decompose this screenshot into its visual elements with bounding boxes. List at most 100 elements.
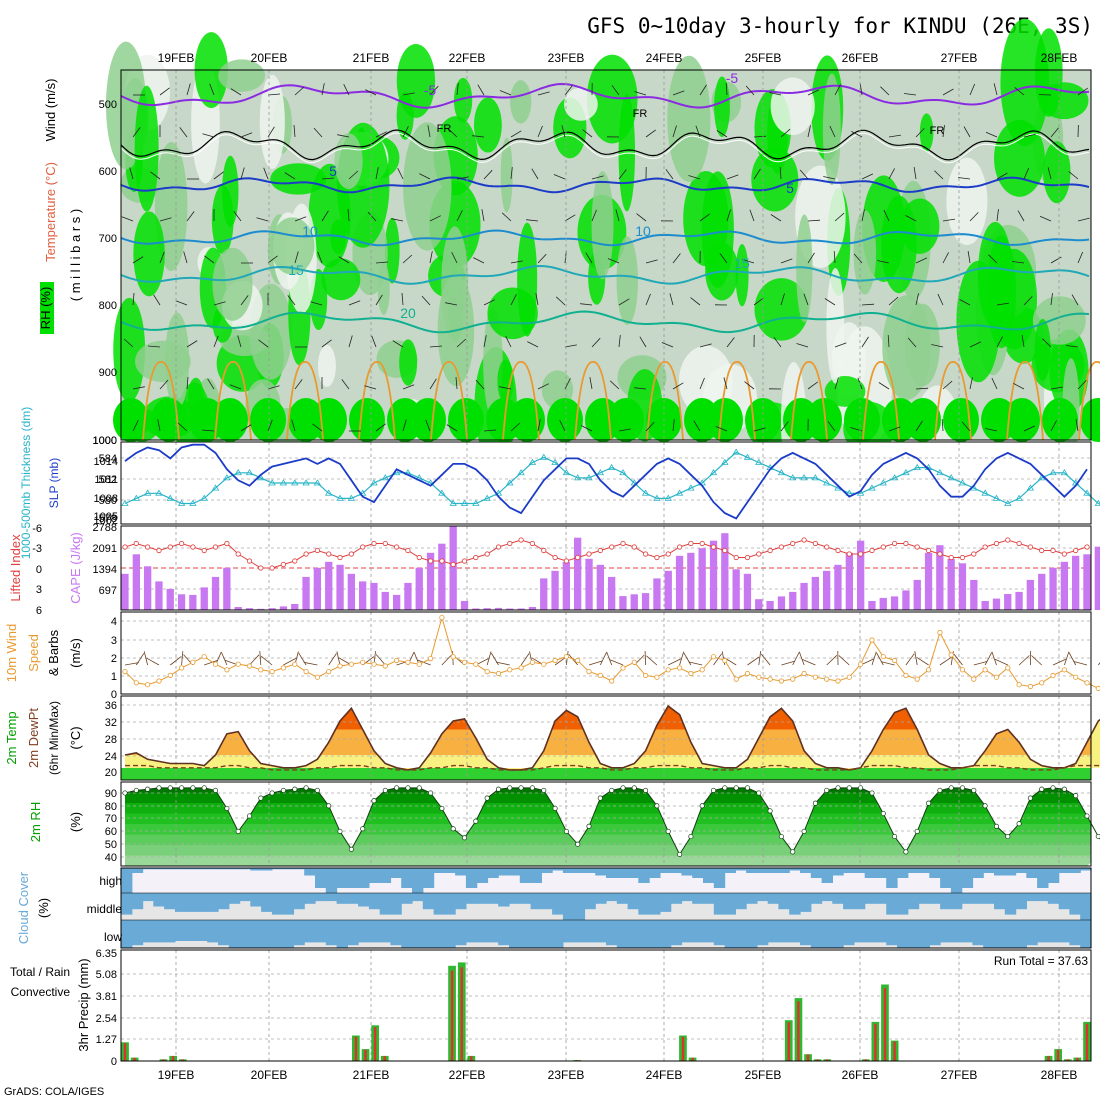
wind-speed-point <box>235 661 241 667</box>
thickness-point <box>302 479 310 486</box>
cloud-bar <box>261 920 273 948</box>
wind-barb <box>645 259 658 264</box>
cloud-bar <box>530 893 542 910</box>
wind-barb <box>780 128 791 138</box>
cape-bar <box>675 555 684 610</box>
wind-speed-point <box>427 655 434 662</box>
contour-10 <box>120 229 1090 247</box>
wind-barb <box>1012 261 1025 264</box>
wind-barb <box>135 653 145 666</box>
rh2m-point <box>586 823 592 829</box>
lifted-index-point <box>145 544 151 550</box>
wind-barb <box>780 293 785 306</box>
pressure-tick-label: 600 <box>99 166 117 178</box>
lifted-index-point <box>337 554 343 561</box>
slp-axis-label: SLP (mb) <box>47 458 61 508</box>
axes-labels: 19FEB 19FEB 20FEB 20FEB 21FEB 21FEB 22FEB 22FEB… <box>158 51 1078 1082</box>
cloud-bar <box>681 893 693 902</box>
wind-barb <box>1077 87 1089 96</box>
lifted-index-point <box>993 540 1000 547</box>
thickness-point <box>562 468 571 476</box>
thickness-point <box>279 479 288 486</box>
wind-barb <box>559 420 566 432</box>
wind-barb <box>132 256 144 264</box>
rh-patch <box>384 217 400 284</box>
rh2m-point <box>1016 821 1022 827</box>
cloud-bar <box>961 920 974 943</box>
wind-barb <box>402 384 415 390</box>
rh-patch <box>321 258 361 301</box>
cape-bar <box>1072 555 1080 610</box>
rh2m-point <box>699 803 705 809</box>
rh2m-tick-label: 50 <box>105 839 117 851</box>
lifted-index-point <box>1061 551 1068 557</box>
cloud-bar <box>703 893 715 904</box>
wind-speed-point <box>654 674 660 680</box>
pressure-axis-label: ( m i l l i b a r s ) <box>68 209 83 301</box>
contour-15 <box>120 264 1090 285</box>
wind-barb <box>994 658 1008 666</box>
li-tick-label: 0 <box>36 564 42 576</box>
cloud-bar <box>142 920 154 943</box>
rh2m-tick-label: 70 <box>105 813 117 825</box>
wind-barb <box>421 295 431 306</box>
wind-barb <box>827 421 836 432</box>
cloud-bar <box>487 893 499 904</box>
precip-conv-bar <box>1047 1056 1050 1061</box>
cloud-bar <box>659 920 672 948</box>
wind-barb <box>204 255 215 264</box>
wind-barb <box>880 661 895 666</box>
rh2m-point <box>677 851 683 857</box>
lifted-index-point <box>801 537 807 543</box>
contour-25 <box>358 361 396 441</box>
wind-barb <box>1077 380 1087 390</box>
cape-bar <box>936 545 944 610</box>
wind-barb <box>159 251 165 264</box>
cloud-bar <box>185 868 198 870</box>
contour-label: -5 <box>424 82 437 98</box>
rh-patch <box>317 344 336 387</box>
rh2m-point <box>858 785 864 791</box>
cape-bar <box>800 582 808 610</box>
rh-patch <box>403 122 452 251</box>
thickness-point <box>868 484 876 491</box>
wind-barb <box>582 129 593 138</box>
rh2m-point <box>145 786 151 792</box>
cloud-bar <box>821 920 833 948</box>
wind-barb <box>401 292 404 306</box>
wind-speed-point <box>495 670 502 677</box>
precip-conv-bar <box>460 967 463 1061</box>
cloud-bar <box>746 893 758 904</box>
wind-barb <box>392 340 404 348</box>
wind-barb <box>834 342 847 348</box>
wind-barb <box>798 651 805 666</box>
cloud-bar <box>121 868 133 893</box>
date-label-top: 27FEB <box>941 51 978 65</box>
date-label-top: 21FEB <box>353 51 390 65</box>
lifted-index-point <box>314 547 320 554</box>
cloud-bar <box>853 920 866 943</box>
cape-bar <box>268 608 276 610</box>
lifted-index-point <box>790 540 796 547</box>
cape-bar <box>393 594 401 610</box>
wind-barb <box>996 172 1008 180</box>
cloud-bar <box>455 868 467 876</box>
rh2m-point <box>1084 813 1090 819</box>
wind-speed-point <box>348 661 354 667</box>
cloud-bar <box>692 893 704 904</box>
wind-speed-point <box>824 676 830 682</box>
lifted-index-point <box>1084 544 1090 550</box>
wind-barb <box>1047 167 1052 180</box>
wind-barb <box>699 343 712 348</box>
cloud-bar <box>368 893 381 910</box>
wind-speed-point <box>179 665 185 671</box>
wind-barb <box>996 209 999 222</box>
slp-tick-label: 1014 <box>94 456 118 468</box>
wind-barb <box>1068 652 1077 666</box>
wind-barb <box>561 125 566 138</box>
rh2m-point <box>801 828 807 834</box>
cloud-axis-label: Cloud Cover <box>16 871 31 944</box>
temp-axis-label: 2m Temp <box>4 711 19 764</box>
wind-speed-point <box>292 661 298 667</box>
contour-label: 20 <box>400 305 416 321</box>
